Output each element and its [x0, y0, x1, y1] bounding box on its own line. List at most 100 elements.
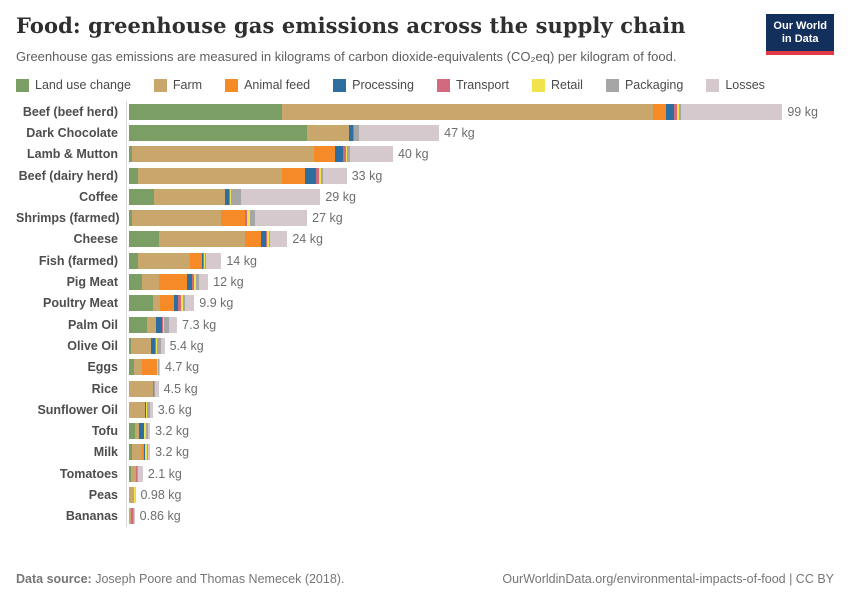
- bar-segment-losses: [255, 210, 308, 227]
- bar-value-label: 7.3 kg: [182, 317, 217, 332]
- stacked-bar-chart: Beef (beef herd) 99 kg Dark Chocolate 47 kg…: [16, 101, 834, 527]
- bar-segment-transport: [178, 295, 181, 312]
- bar-segment-retail: [204, 252, 205, 269]
- bar-segment-farm: [154, 188, 225, 205]
- bar-segment-losses: [349, 146, 393, 163]
- legend-swatch-animal-feed: [225, 78, 239, 92]
- bar-segment-transport: [202, 252, 205, 269]
- bar-segment-packaging: [354, 124, 359, 141]
- chart-footer: Data source: Joseph Poore and Thomas Nem…: [16, 572, 834, 586]
- bar-segment-farm: [282, 103, 654, 120]
- bar-segment-retail: [145, 444, 148, 461]
- food-label: Dark Chocolate: [26, 125, 118, 140]
- legend-label: Packaging: [624, 78, 684, 92]
- legend-item-processing: Processing: [333, 78, 414, 92]
- stacked-bar: [129, 423, 151, 440]
- food-label: Tomatoes: [59, 466, 118, 481]
- bar-value-label: 27 kg: [312, 211, 343, 226]
- bar-segment-retail: [193, 274, 196, 291]
- stacked-bar: [129, 252, 222, 269]
- food-label: Fish (farmed): [38, 253, 118, 268]
- bar-segment-land-use-change: [129, 444, 133, 461]
- bar-segment-losses: [240, 188, 321, 205]
- bar-segment-land-use-change: [129, 210, 132, 227]
- page-title: Food: greenhouse gas emissions across th…: [16, 13, 686, 38]
- bar-segment-packaging: [679, 103, 682, 120]
- bar-row-cheese: Cheese 24 kg: [16, 228, 834, 251]
- bar-segment-losses: [322, 167, 347, 184]
- bar-segment-losses: [154, 380, 159, 397]
- bar-value-label: 40 kg: [397, 147, 429, 162]
- stacked-bar: [129, 380, 159, 397]
- bar-row-bananas: Bananas 0.86 kg: [16, 505, 834, 527]
- bar-segment-processing: [143, 444, 145, 461]
- stacked-bar: [129, 465, 143, 482]
- plot-area: 24 kg: [126, 228, 834, 251]
- bar-segment-retail: [677, 103, 680, 120]
- bar-segment-farm: [129, 401, 145, 418]
- bar-segment-transport: [131, 508, 134, 525]
- bar-row-tomatoes: Tomatoes 2.1 kg: [16, 463, 834, 485]
- bar-segment-processing: [305, 167, 316, 184]
- data-source-label: Data source:: [16, 572, 92, 586]
- bar-segment-retail: [180, 295, 183, 312]
- bar-segment-animal-feed: [282, 167, 306, 184]
- bar-row-coffee: Coffee 29 kg: [16, 186, 834, 208]
- bar-segment-land-use-change: [129, 103, 283, 120]
- bar-segment-processing: [260, 231, 266, 248]
- bar-row-olive-oil: Olive Oil 5.4 kg: [16, 335, 834, 357]
- bar-segment-transport: [162, 316, 164, 333]
- bar-row-shrimps-farmed: Shrimps (farmed) 27 kg: [16, 207, 834, 229]
- bar-segment-animal-feed: [190, 252, 203, 269]
- footer-link[interactable]: OurWorldinData.org/environmental-impacts…: [502, 572, 834, 586]
- bar-segment-farm: [159, 231, 246, 248]
- bar-segment-retail: [345, 146, 348, 163]
- stacked-bar: [129, 103, 783, 120]
- legend-item-transport: Transport: [436, 78, 509, 92]
- bar-segment-transport: [265, 231, 267, 248]
- bar-segment-farm: [129, 508, 131, 525]
- bar-segment-land-use-change: [129, 231, 160, 248]
- legend-item-retail: Retail: [531, 78, 583, 92]
- plot-area: 99 kg: [126, 101, 834, 123]
- bar-segment-losses: [147, 444, 151, 461]
- bar-segment-packaging: [157, 359, 159, 376]
- bar-segment-losses: [158, 359, 160, 376]
- legend-swatch-retail: [531, 78, 545, 92]
- stacked-bar: [129, 508, 135, 525]
- food-label: Olive Oil: [67, 338, 118, 353]
- bar-row-dark-chocolate: Dark Chocolate 47 kg: [16, 122, 834, 144]
- logo-line-1: Our World: [773, 20, 827, 32]
- bar-segment-transport: [674, 103, 678, 120]
- legend-swatch-farm: [153, 78, 167, 92]
- plot-area: 9.9 kg: [126, 292, 834, 314]
- owid-logo[interactable]: Our World in Data: [766, 14, 834, 55]
- legend-label: Transport: [455, 78, 509, 92]
- bar-value-label: 99 kg: [787, 104, 818, 119]
- bar-value-label: 3.2 kg: [155, 445, 190, 460]
- bar-segment-packaging: [250, 210, 255, 227]
- bar-segment-losses: [198, 274, 209, 291]
- food-label: Lamb & Mutton: [27, 147, 118, 162]
- bar-segment-losses: [138, 465, 143, 482]
- bar-row-lamb-mutton: Lamb & Mutton 40 kg: [16, 143, 834, 165]
- bar-segment-farm: [141, 274, 159, 291]
- stacked-bar: [129, 124, 440, 141]
- bar-row-eggs: Eggs 4.7 kg: [16, 356, 834, 378]
- stacked-bar: [129, 359, 160, 376]
- bar-segment-losses: [133, 508, 135, 525]
- plot-area: 4.7 kg: [126, 356, 834, 378]
- bar-segment-processing: [335, 146, 343, 163]
- bar-segment-retail: [319, 167, 321, 184]
- legend-label: Land use change: [35, 78, 131, 92]
- legend-label: Farm: [172, 78, 203, 92]
- food-label: Beef (dairy herd): [18, 168, 118, 183]
- bar-segment-land-use-change: [129, 146, 133, 163]
- bar-segment-land-use-change: [129, 423, 136, 440]
- bar-segment-transport: [144, 444, 146, 461]
- bar-segment-losses: [185, 295, 195, 312]
- plot-area: 3.2 kg: [126, 441, 834, 464]
- bar-segment-packaging: [147, 444, 148, 461]
- bar-value-label: 2.1 kg: [147, 466, 182, 481]
- stacked-bar: [129, 167, 347, 184]
